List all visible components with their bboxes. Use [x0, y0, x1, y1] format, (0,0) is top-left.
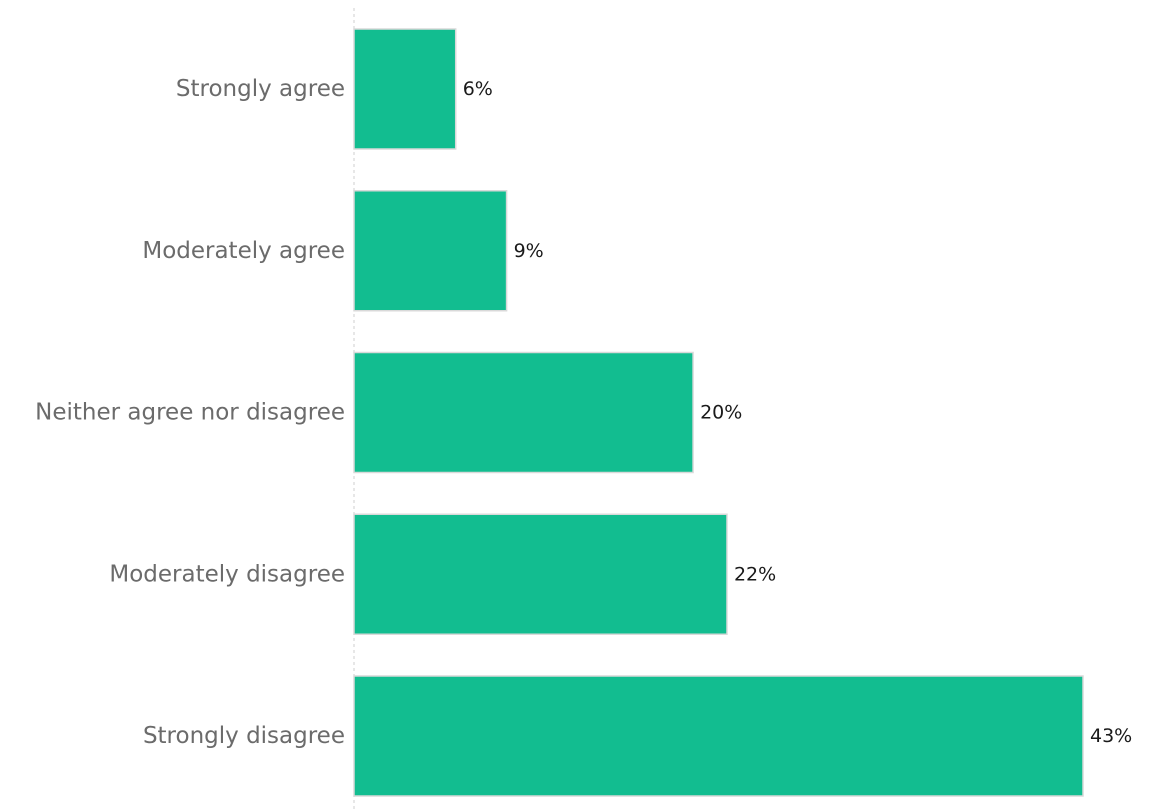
bars-group: [353, 28, 1084, 797]
bar-neither-agree-nor-disagree: [353, 351, 694, 474]
value-label: 20%: [700, 402, 742, 424]
bar-moderately-agree: [353, 190, 508, 312]
bar-moderately-disagree: [353, 513, 728, 635]
value-label: 9%: [514, 240, 544, 262]
category-labels-group: Strongly agree Moderately agree Neither ag…: [35, 76, 345, 749]
value-label: 6%: [463, 78, 493, 100]
category-label: Strongly disagree: [143, 723, 345, 749]
category-label: Moderately disagree: [109, 561, 345, 587]
bar-strongly-agree: [353, 28, 457, 150]
value-label: 43%: [1090, 725, 1132, 747]
value-labels-group: 6% 9% 20% 22% 43%: [463, 78, 1133, 747]
category-label: Moderately agree: [142, 238, 345, 264]
category-label: Strongly agree: [176, 76, 345, 102]
value-label: 22%: [734, 563, 776, 585]
category-label: Neither agree nor disagree: [35, 400, 345, 426]
bar-strongly-disagree: [353, 675, 1084, 797]
